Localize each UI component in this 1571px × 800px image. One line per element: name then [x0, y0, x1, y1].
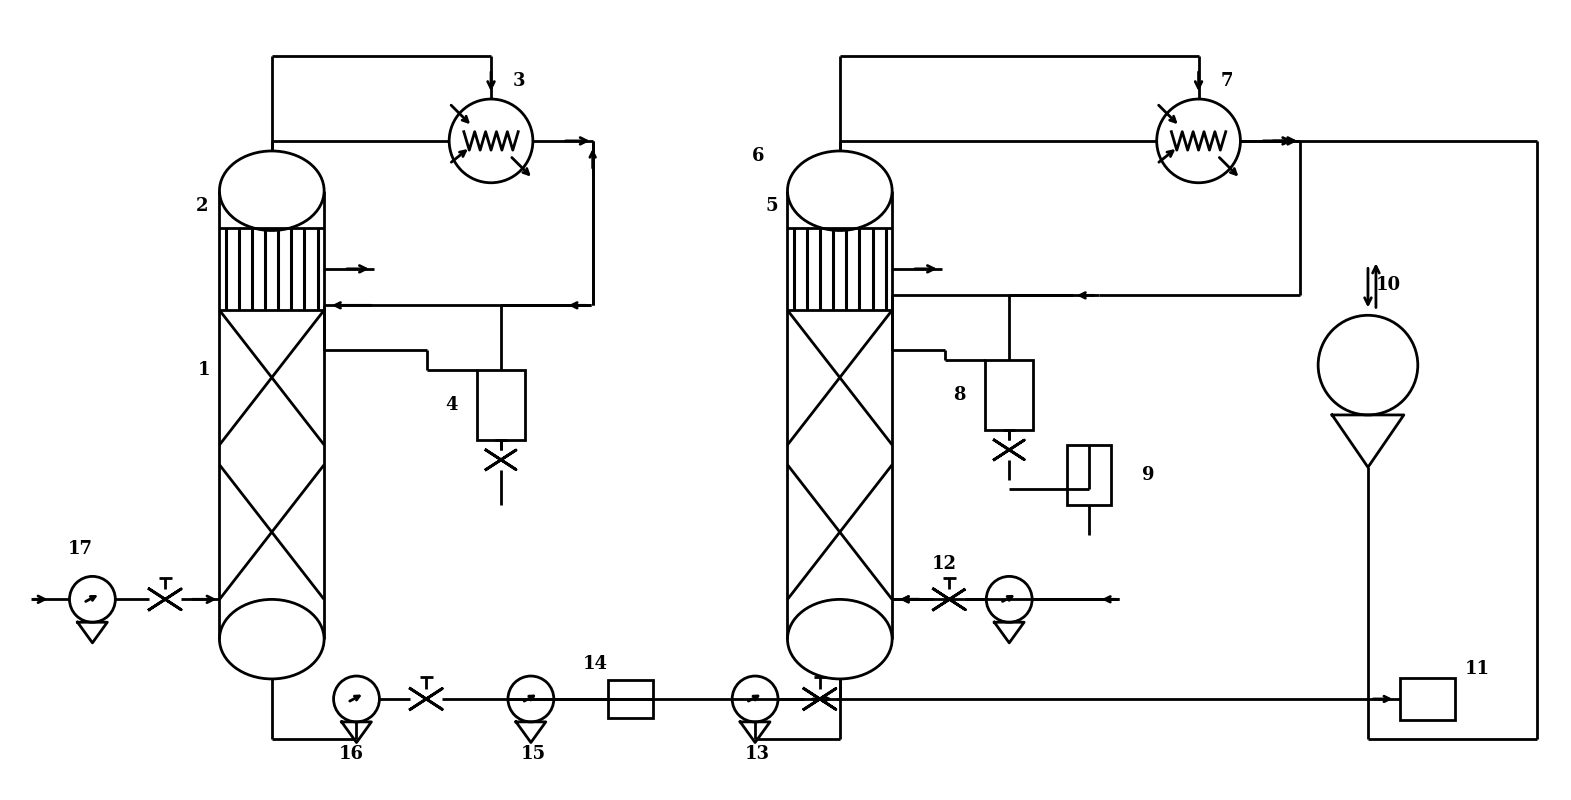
Text: 8: 8 [954, 386, 966, 404]
Text: 14: 14 [583, 655, 608, 673]
Text: 13: 13 [745, 745, 770, 762]
Text: 4: 4 [445, 396, 457, 414]
Text: 11: 11 [1466, 660, 1489, 678]
Text: 16: 16 [339, 745, 364, 762]
Bar [985, 360, 1034, 430]
Text: 2: 2 [196, 197, 209, 214]
Text: 1: 1 [198, 361, 211, 379]
Text: 6: 6 [753, 147, 765, 165]
Bar [1400, 678, 1455, 720]
Text: 17: 17 [68, 541, 93, 558]
Text: 5: 5 [765, 197, 778, 214]
Bar [608, 680, 654, 718]
Text: 9: 9 [1142, 466, 1155, 484]
Text: 15: 15 [520, 745, 545, 762]
Text: 10: 10 [1375, 276, 1400, 294]
Bar [1067, 445, 1111, 505]
Text: 7: 7 [1221, 72, 1233, 90]
Text: 12: 12 [932, 555, 957, 574]
Text: 3: 3 [512, 72, 525, 90]
Bar [478, 370, 525, 440]
